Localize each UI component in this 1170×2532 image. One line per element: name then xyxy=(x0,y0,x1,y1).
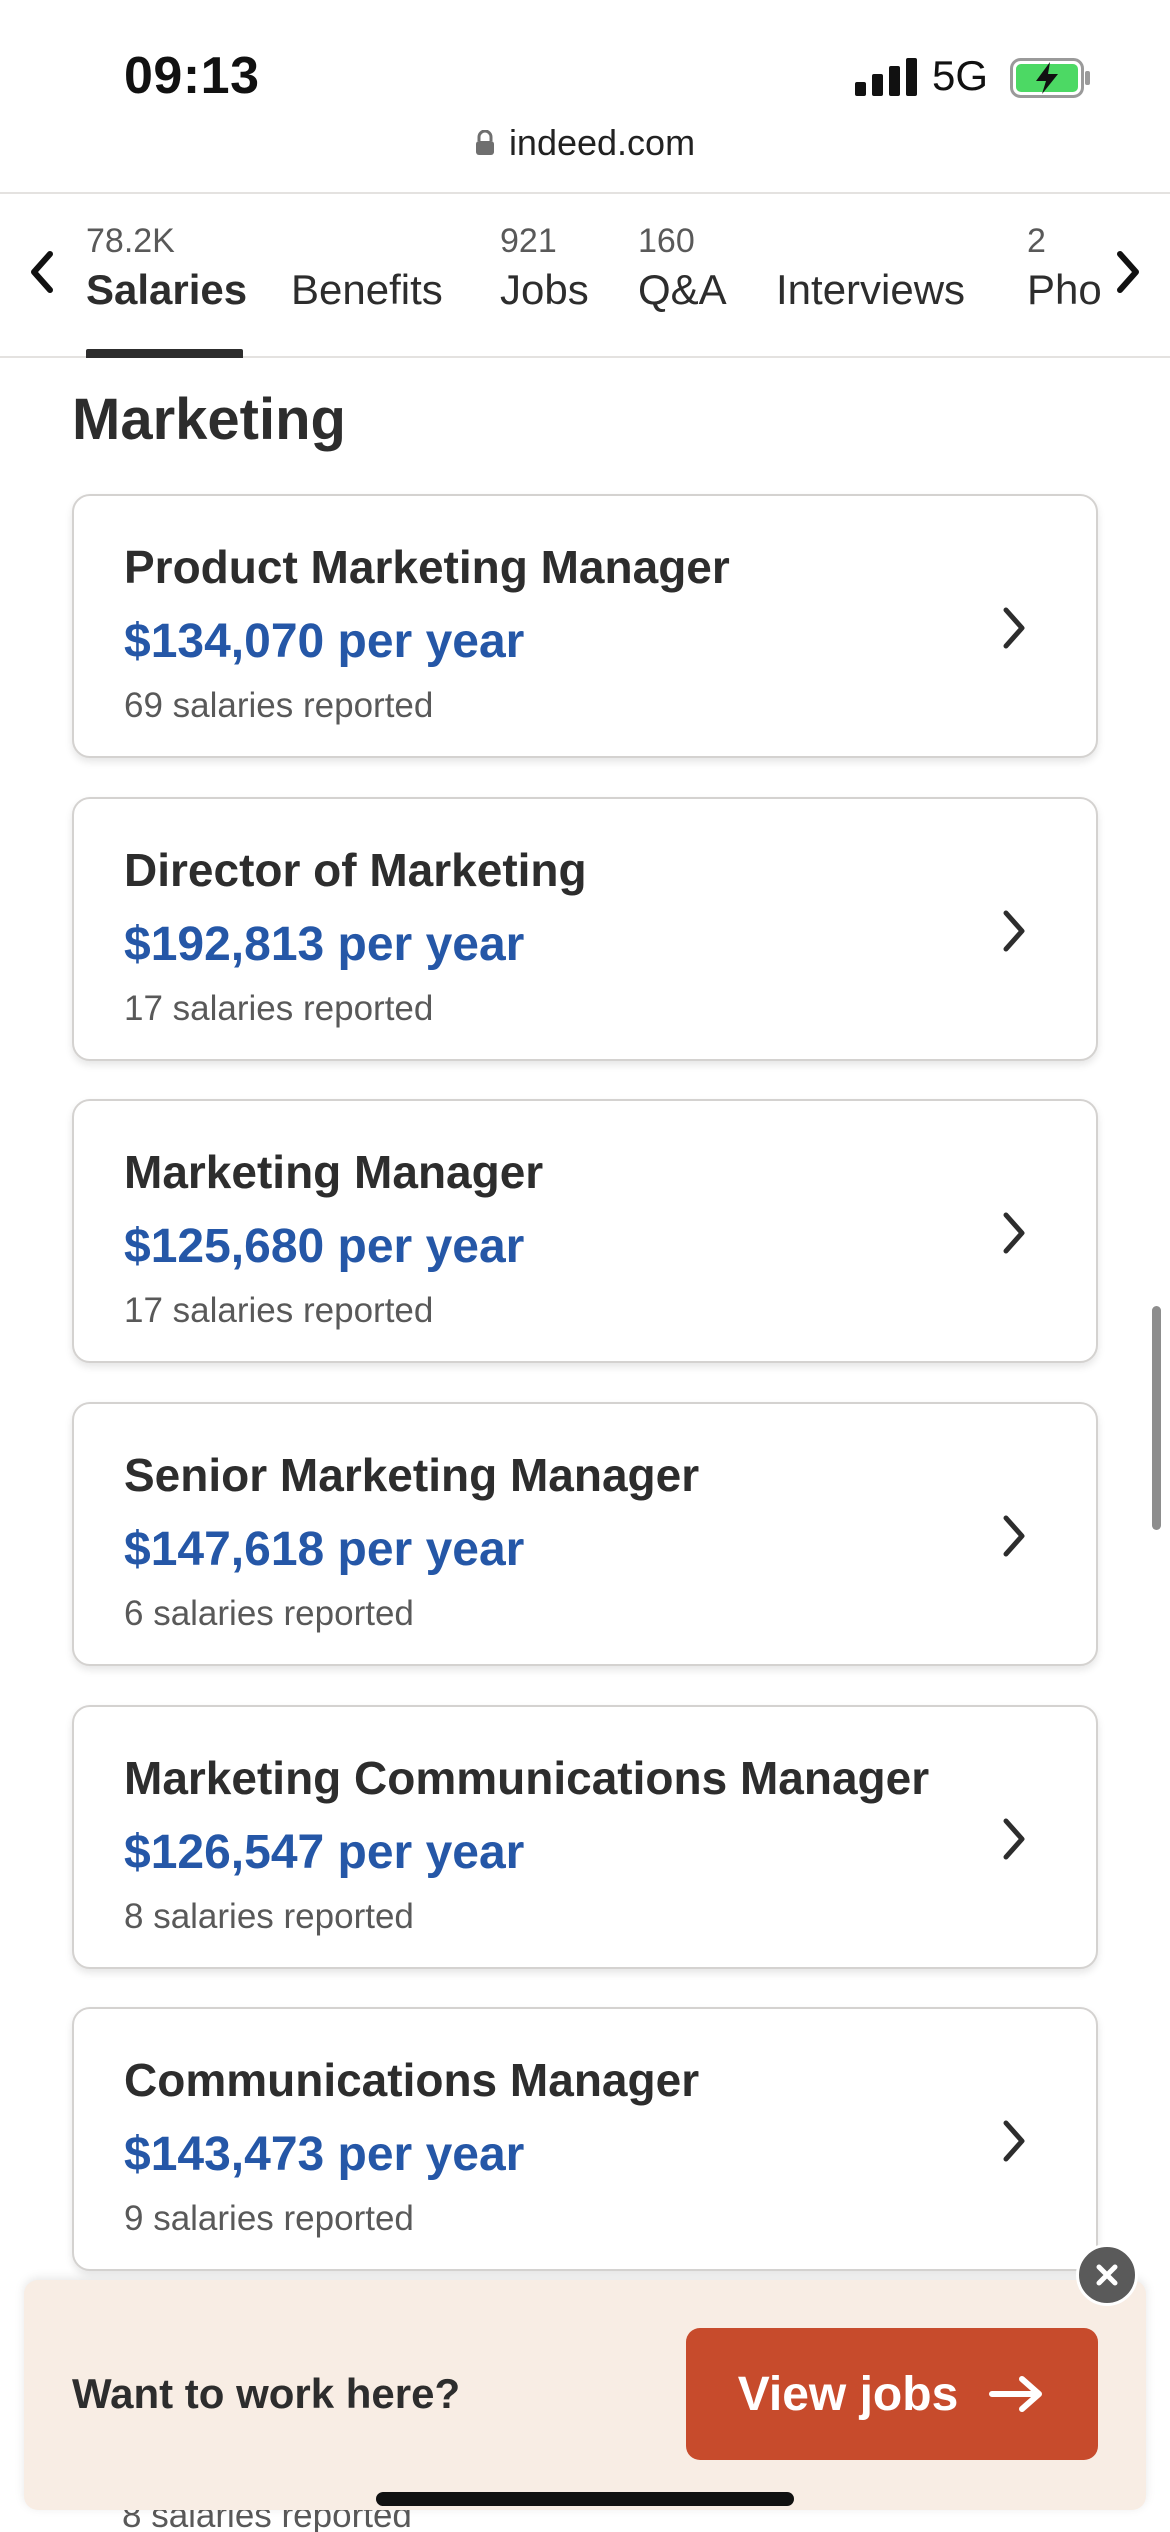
salaries-reported: 6 salaries reported xyxy=(124,1594,414,1633)
job-salary-card[interactable]: Product Marketing Manager $134,070 per y… xyxy=(72,494,1098,758)
network-type: 5G xyxy=(932,52,989,99)
close-banner-button[interactable] xyxy=(1076,2244,1138,2306)
company-tab-bar: 78.2K Salaries Benefits 921 Jobs 160 Q&A… xyxy=(0,192,1170,358)
status-time: 09:13 xyxy=(124,47,260,105)
tab-label: Q&A xyxy=(638,266,727,313)
tab-interviews[interactable]: Interviews xyxy=(776,194,986,358)
active-tab-indicator xyxy=(86,349,243,358)
job-title: Communications Manager xyxy=(124,2054,700,2106)
salary-amount: $125,680 per year xyxy=(124,1220,525,1273)
job-salary-card[interactable]: Senior Marketing Manager $147,618 per ye… xyxy=(72,1402,1098,1666)
job-title: Marketing Manager xyxy=(124,1146,544,1198)
close-icon xyxy=(1096,2264,1118,2286)
salaries-reported: 9 salaries reported xyxy=(124,2199,414,2238)
apply-banner: Want to work here? View jobs xyxy=(24,2280,1146,2510)
battery-charging-icon xyxy=(1010,58,1090,98)
salaries-reported: 8 salaries reported xyxy=(124,1897,414,1936)
banner-text: Want to work here? xyxy=(72,2370,461,2417)
scrollbar-thumb[interactable] xyxy=(1152,1306,1161,1530)
salaries-reported: 17 salaries reported xyxy=(124,1291,434,1330)
job-title: Product Marketing Manager xyxy=(124,541,730,593)
view-jobs-button[interactable]: View jobs xyxy=(686,2328,1098,2460)
chevron-right-icon xyxy=(1003,1818,1025,1860)
arrow-right-icon xyxy=(989,2376,1043,2412)
job-salary-card[interactable]: Communications Manager $143,473 per year… xyxy=(72,2007,1098,2271)
url-text: indeed.com xyxy=(508,122,696,163)
signal-icon xyxy=(855,58,917,96)
tab-count: 921 xyxy=(500,222,557,260)
tab-label: Benefits xyxy=(291,266,443,313)
chevron-right-icon xyxy=(1003,910,1025,952)
lock-icon xyxy=(475,130,494,155)
salary-amount: $134,070 per year xyxy=(124,615,525,668)
tab-label: Jobs xyxy=(500,266,589,313)
status-bar: 09:13 5G xyxy=(0,0,1170,130)
tab-jobs[interactable]: 921 Jobs xyxy=(500,194,600,358)
tab-salaries[interactable]: 78.2K Salaries xyxy=(86,194,248,358)
salary-amount: $126,547 per year xyxy=(124,1826,525,1879)
tab-count: 160 xyxy=(638,222,695,260)
salaries-reported: 17 salaries reported xyxy=(124,989,434,1028)
job-salary-card[interactable]: Director of Marketing $192,813 per year … xyxy=(72,797,1098,1061)
chevron-right-icon xyxy=(1003,1212,1025,1254)
tab-count: 78.2K xyxy=(86,222,175,260)
address-bar[interactable]: indeed.com xyxy=(0,122,1170,192)
tab-label: Pho xyxy=(1027,266,1102,313)
chevron-right-icon[interactable] xyxy=(1108,242,1148,302)
job-title: Senior Marketing Manager xyxy=(124,1449,700,1501)
job-title: Marketing Communications Manager xyxy=(124,1752,930,1804)
tab-benefits[interactable]: Benefits xyxy=(291,194,461,358)
section-title: Marketing xyxy=(72,387,346,452)
tab-count: 2 xyxy=(1027,222,1046,260)
salary-amount: $147,618 per year xyxy=(124,1523,525,1576)
tab-photos[interactable]: 2 Pho xyxy=(1027,194,1103,358)
job-salary-card[interactable]: Marketing Communications Manager $126,54… xyxy=(72,1705,1098,1969)
view-jobs-label: View jobs xyxy=(737,2367,959,2421)
chevron-right-icon xyxy=(1003,607,1025,649)
salaries-reported: 69 salaries reported xyxy=(124,686,434,725)
tab-label: Interviews xyxy=(776,266,966,313)
tab-label: Salaries xyxy=(86,266,248,313)
home-indicator[interactable] xyxy=(376,2492,794,2506)
chevron-right-icon xyxy=(1003,1515,1025,1557)
salary-amount: $192,813 per year xyxy=(124,918,525,971)
chevron-left-icon[interactable] xyxy=(22,242,62,302)
job-salary-card[interactable]: Marketing Manager $125,680 per year 17 s… xyxy=(72,1099,1098,1363)
job-title: Director of Marketing xyxy=(124,844,587,896)
chevron-right-icon xyxy=(1003,2120,1025,2162)
salary-amount: $143,473 per year xyxy=(124,2128,525,2181)
tab-qa[interactable]: 160 Q&A xyxy=(638,194,738,358)
